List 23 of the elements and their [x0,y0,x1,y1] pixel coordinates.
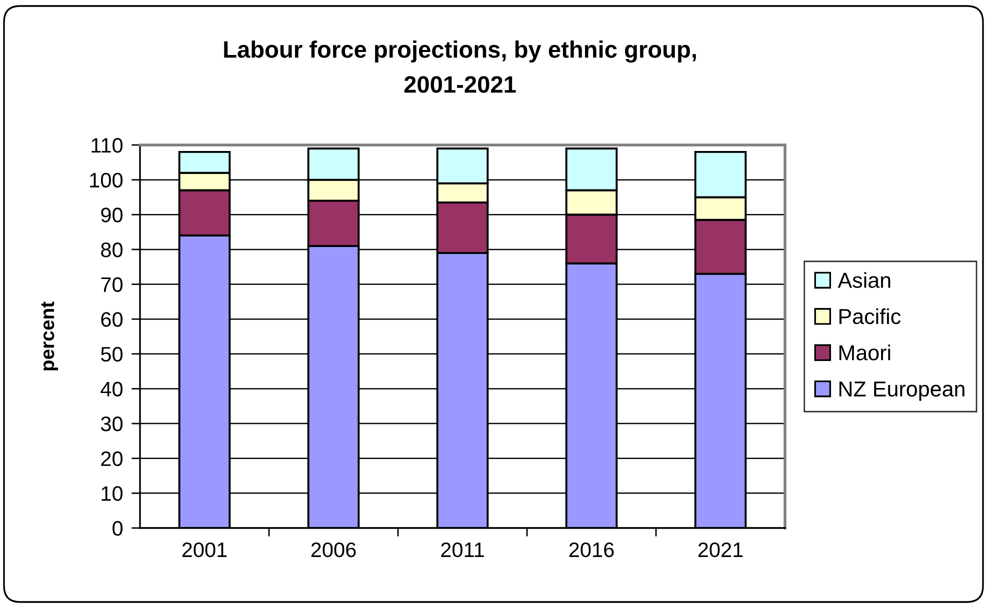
y-axis-title: percent [41,302,58,370]
y-tick-label: 90 [101,208,123,222]
x-tick-label: 2001 [182,542,227,558]
y-tick-label: 20 [101,451,123,466]
y-tick-label: 110 [92,138,123,153]
x-tick-label: 2011 [441,542,484,558]
y-tick-label: 60 [101,312,123,327]
y-tick-label: 100 [90,172,123,188]
chart-title: Labour force projections, by ethnic group, 2001-2021 [224,40,696,93]
legend-label: NZ European [839,382,964,401]
y-tick-label: 40 [100,382,123,396]
legend-label: Maori [839,344,890,360]
legend-label: Pacific [839,308,901,324]
legend-label: Asian [838,272,890,288]
y-tick-label: 70 [101,277,123,292]
y-tick-label: 0 [112,521,123,536]
x-tick-label: 2006 [311,542,356,558]
x-tick-label: 2021 [698,542,743,558]
x-tick-label: 2016 [569,542,614,558]
y-tick-label: 10 [102,486,123,501]
y-tick-label: 50 [100,346,123,362]
y-tick-label: 30 [100,416,123,432]
y-tick-label: 80 [101,242,123,258]
